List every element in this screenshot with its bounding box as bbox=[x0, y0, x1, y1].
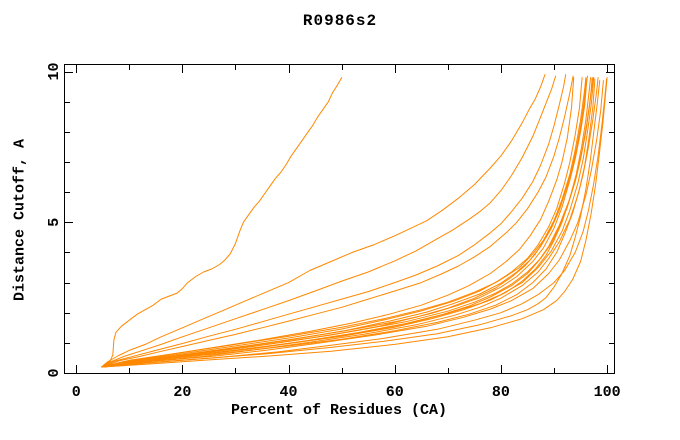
x-tick-label: 20 bbox=[173, 384, 191, 401]
x-tick-label: 40 bbox=[280, 384, 298, 401]
axes-group bbox=[64, 64, 615, 374]
curve-14 bbox=[101, 78, 596, 368]
curve-18 bbox=[101, 77, 587, 368]
curve-16 bbox=[101, 78, 587, 368]
x-tick-label: 100 bbox=[594, 384, 621, 401]
y-tick-label: 0 bbox=[46, 368, 63, 377]
plot-frame bbox=[64, 64, 615, 374]
y-tick-label: 10 bbox=[46, 63, 63, 81]
curve-12 bbox=[102, 80, 601, 368]
curve-20 bbox=[101, 75, 588, 368]
curve-01 bbox=[101, 77, 343, 368]
curve-03 bbox=[101, 75, 557, 368]
curve-21 bbox=[103, 77, 595, 368]
curve-06 bbox=[101, 77, 583, 368]
curve-04 bbox=[101, 74, 567, 368]
curve-11 bbox=[102, 78, 608, 368]
curve-05 bbox=[101, 75, 574, 368]
x-tick-label: 60 bbox=[386, 384, 404, 401]
curve-13 bbox=[102, 77, 608, 368]
curve-19 bbox=[101, 77, 575, 368]
x-axis-label: Percent of Residues (CA) bbox=[230, 402, 448, 419]
curve-07 bbox=[101, 78, 588, 368]
chart-title: R0986s2 bbox=[302, 12, 378, 30]
curve-10 bbox=[102, 80, 604, 368]
x-tick-label: 0 bbox=[72, 384, 81, 401]
y-tick-label: 5 bbox=[46, 218, 63, 227]
x-tick-label: 80 bbox=[492, 384, 510, 401]
y-axis-label: Distance Cutoff, A bbox=[11, 138, 29, 302]
curve-02 bbox=[101, 74, 546, 368]
